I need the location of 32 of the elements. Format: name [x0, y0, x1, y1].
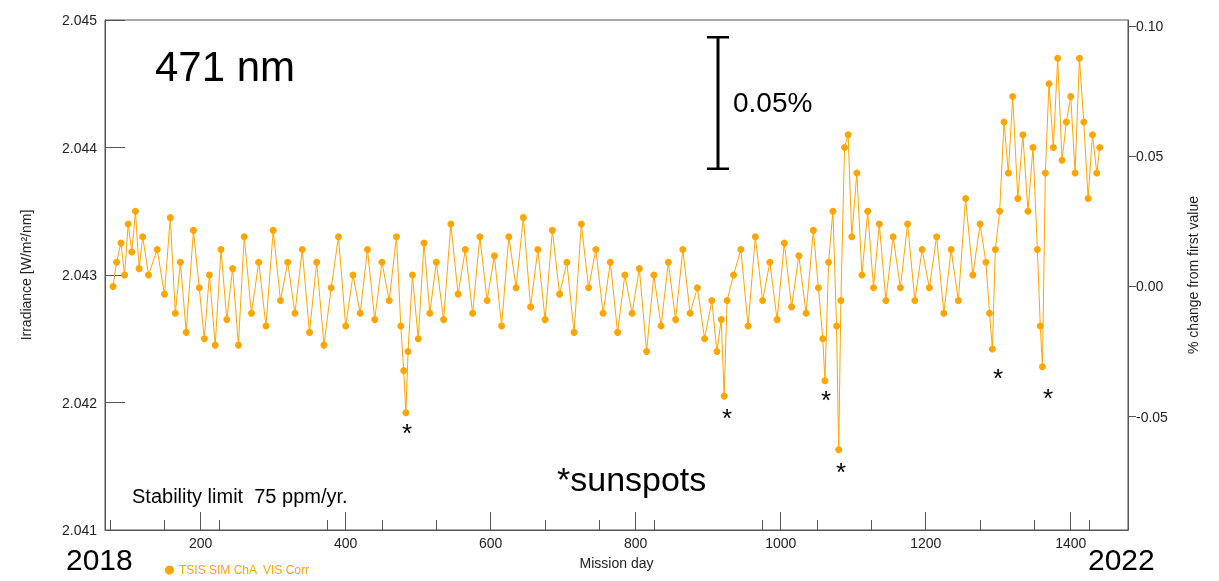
annotation: 0.05% [733, 86, 813, 118]
legend-label: TSIS SIM ChA VIS Corr [179, 563, 310, 577]
x-tick-label: 800 [624, 535, 648, 551]
x-tick-label: 600 [479, 535, 503, 551]
y2-tick-label: 0.10 [1136, 17, 1164, 34]
x-tick-label: 1200 [910, 535, 942, 551]
annotation: * [993, 363, 1004, 393]
y-tick-label: 2.042 [61, 394, 98, 411]
y2-tick-label: -0.05 [1136, 408, 1169, 425]
annotation: * [1043, 383, 1054, 413]
x-axis-title: Mission day [579, 555, 654, 571]
y2-axis-title: % change from first value [1185, 195, 1201, 354]
y-tick-label: 2.044 [61, 139, 98, 156]
y-tick-label: 2.045 [61, 12, 98, 28]
text: 2018 [66, 542, 133, 576]
x-tick-label: 1000 [765, 535, 797, 551]
annotation: *sunspots [557, 460, 707, 498]
text: 471 nm [155, 42, 296, 90]
y2-tick-label: 0.05 [1136, 148, 1164, 165]
annotation: * [402, 418, 413, 448]
y-axis-title: Irradiance [W/m²/nm] [18, 209, 34, 341]
y-tick-label: 2.043 [61, 267, 98, 283]
y2-tick-label: 0.00 [1136, 278, 1164, 295]
annotation: * [836, 457, 847, 487]
x-tick-label: 400 [334, 535, 358, 551]
annotation: * [821, 385, 832, 415]
x-tick-label: 1400 [1055, 535, 1087, 551]
x-tick-label: 200 [189, 535, 213, 551]
annotation: * [722, 403, 733, 433]
text: 2022 [1088, 542, 1155, 576]
y-tick-label: 2.041 [61, 522, 98, 538]
annotation: Stability limit 75 ppm/yr. [132, 485, 348, 507]
